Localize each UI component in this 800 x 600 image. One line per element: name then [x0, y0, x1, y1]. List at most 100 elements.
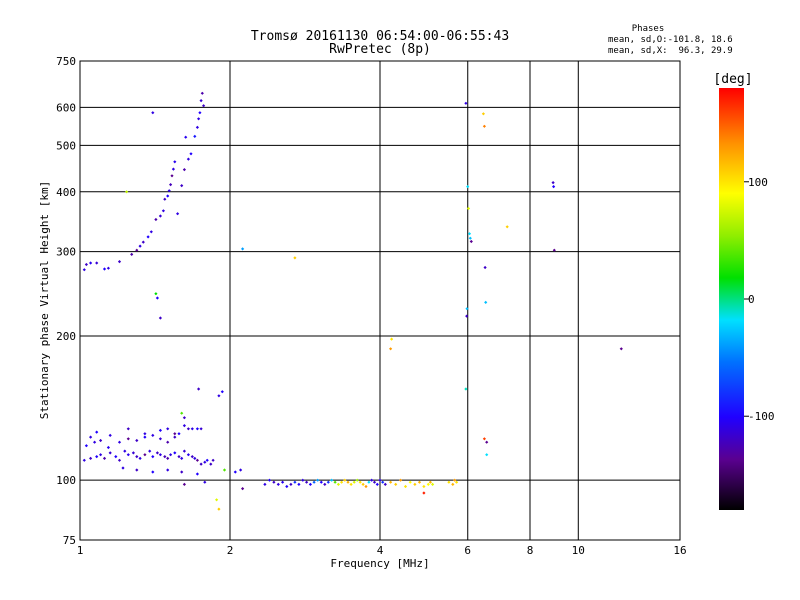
data-point	[209, 462, 213, 466]
data-point	[403, 484, 408, 489]
data-point	[186, 453, 190, 457]
data-point	[106, 445, 110, 450]
y-tick-label: 500	[56, 139, 76, 152]
data-point	[95, 261, 99, 265]
data-point	[417, 480, 422, 484]
data-point	[190, 427, 194, 431]
data-point	[484, 300, 488, 304]
data-point	[505, 225, 509, 229]
data-point	[182, 424, 186, 428]
data-point	[151, 433, 155, 437]
data-point	[95, 430, 99, 434]
data-point	[99, 438, 103, 443]
data-point	[169, 183, 173, 187]
data-point	[180, 411, 184, 415]
data-point	[161, 209, 165, 213]
data-point	[333, 480, 337, 484]
data-point	[481, 112, 485, 116]
data-point	[155, 451, 159, 455]
data-point	[551, 181, 555, 185]
data-point	[143, 453, 147, 457]
data-point	[186, 157, 190, 161]
data-point	[135, 468, 139, 472]
data-point	[138, 244, 142, 248]
data-point	[135, 455, 139, 459]
colorbar-tick-label: 0	[748, 293, 755, 306]
grid	[80, 61, 680, 540]
colorbar-ticks: -100 0 100	[744, 176, 775, 423]
data-point	[483, 265, 487, 270]
data-point	[199, 99, 203, 103]
data-point	[293, 256, 297, 260]
data-point	[426, 482, 430, 486]
data-point	[184, 135, 188, 139]
data-point	[177, 455, 181, 459]
data-point	[211, 458, 215, 462]
data-point	[215, 498, 219, 502]
data-point	[482, 124, 486, 128]
data-point	[143, 435, 147, 439]
data-point	[202, 104, 206, 108]
data-point	[151, 470, 155, 474]
data-point	[141, 240, 145, 244]
data-point	[455, 480, 459, 484]
data-point	[155, 296, 159, 300]
data-point	[198, 111, 202, 115]
data-point	[154, 292, 158, 296]
data-point	[431, 482, 435, 486]
data-point	[323, 482, 327, 486]
data-point	[195, 472, 199, 476]
data-point	[399, 478, 403, 482]
x-tick-labels: 1 2 4 6 8 10 16	[77, 544, 687, 557]
data-point	[451, 482, 455, 486]
data-point	[195, 427, 199, 431]
data-point	[189, 152, 193, 156]
data-point	[349, 482, 353, 486]
data-point	[297, 482, 301, 486]
phases-line-x: mean, sd,X: 96.3, 29.9	[608, 46, 733, 56]
data-point	[173, 435, 177, 439]
data-point	[163, 455, 167, 459]
data-point	[281, 480, 285, 484]
data-point	[336, 482, 340, 486]
data-point	[468, 236, 472, 240]
data-point	[272, 480, 276, 484]
data-point	[239, 468, 243, 472]
data-point	[200, 91, 204, 95]
y-tick-label: 100	[56, 474, 76, 487]
data-point	[166, 456, 170, 460]
data-point	[241, 487, 245, 491]
data-point	[125, 190, 129, 194]
data-point	[135, 248, 139, 252]
data-point	[82, 268, 86, 272]
data-point	[330, 478, 334, 482]
data-point	[413, 482, 417, 486]
data-point	[316, 478, 320, 482]
data-point	[326, 480, 330, 484]
x-tick-label: 4	[377, 544, 384, 557]
data-point	[394, 482, 398, 486]
x-tick-label: 6	[464, 544, 471, 557]
x-tick-label: 8	[527, 544, 534, 557]
data-point	[106, 266, 110, 270]
data-point	[158, 316, 162, 320]
data-point	[619, 347, 623, 351]
data-point	[89, 456, 93, 460]
y-tick-label: 200	[56, 330, 76, 343]
data-point	[199, 462, 203, 466]
data-point	[131, 451, 135, 455]
data-point	[117, 458, 122, 462]
data-point	[389, 347, 393, 351]
x-tick-label: 16	[673, 544, 686, 557]
data-point	[364, 484, 368, 489]
data-point	[84, 444, 88, 448]
data-point	[166, 194, 170, 198]
data-point	[453, 478, 457, 482]
data-point	[170, 174, 174, 178]
data-point	[166, 468, 170, 472]
data-point	[154, 217, 158, 222]
x-tick-label: 2	[227, 544, 234, 557]
data-point	[99, 453, 103, 457]
data-point	[378, 478, 382, 482]
data-point	[552, 248, 556, 252]
